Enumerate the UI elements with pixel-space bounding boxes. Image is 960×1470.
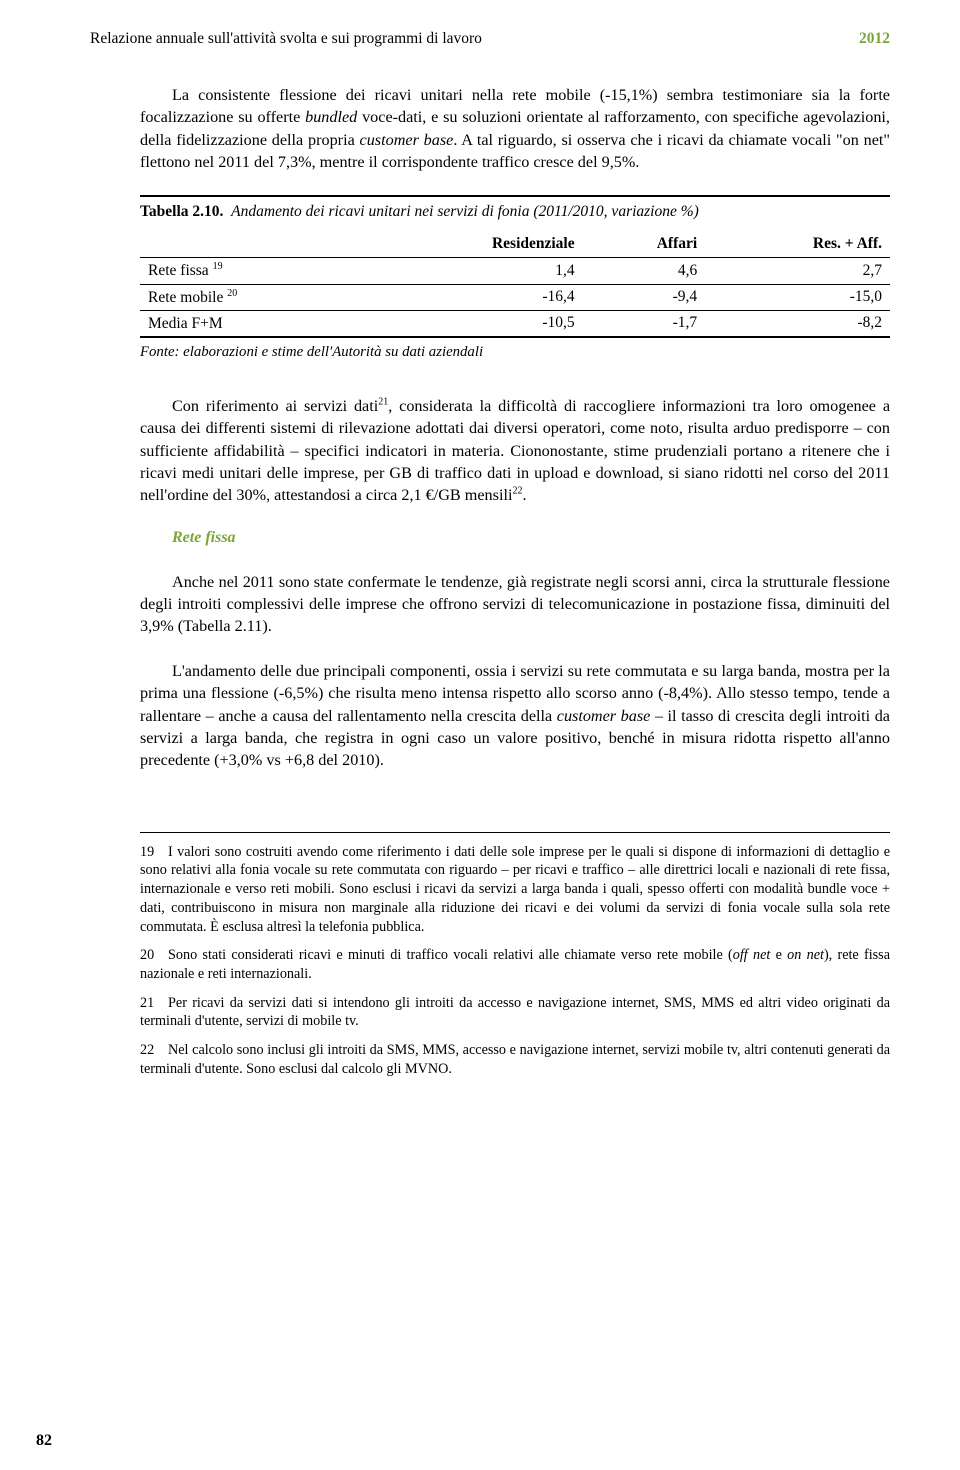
footnote-22: 22Nel calcolo sono inclusi gli introiti …	[90, 1041, 890, 1078]
table-row: Rete fissa 19 1,4 4,6 2,7	[140, 258, 890, 284]
paragraph-4: L'andamento delle due principali compone…	[90, 660, 890, 772]
col-header: Res. + Aff.	[705, 231, 890, 258]
footnote-21: 21Per ricavi da servizi dati si intendon…	[90, 994, 890, 1031]
row-label: Media F+M	[140, 310, 368, 337]
cell: 1,4	[368, 258, 582, 284]
table-caption: Tabella 2.10. Andamento dei ricavi unita…	[140, 195, 890, 231]
col-header	[140, 231, 368, 258]
row-label: Rete mobile 20	[140, 284, 368, 310]
cell: -16,4	[368, 284, 582, 310]
cell: -8,2	[705, 310, 890, 337]
footnote-divider	[140, 832, 890, 833]
table-source: Fonte: elaborazioni e stime dell'Autorit…	[140, 338, 890, 385]
paragraph-2: Con riferimento ai servizi dati21, consi…	[90, 395, 890, 507]
cell: -1,7	[583, 310, 706, 337]
cell: 2,7	[705, 258, 890, 284]
table-2-10: Tabella 2.10. Andamento dei ricavi unita…	[90, 195, 890, 384]
row-label: Rete fissa 19	[140, 258, 368, 284]
cell: -10,5	[368, 310, 582, 337]
col-header: Residenziale	[368, 231, 582, 258]
table-header-row: Residenziale Affari Res. + Aff.	[140, 231, 890, 258]
paragraph-1: La consistente flessione dei ricavi unit…	[90, 84, 890, 173]
table-row: Rete mobile 20 -16,4 -9,4 -15,0	[140, 284, 890, 310]
footnote-19: 19I valori sono costruiti avendo come ri…	[90, 843, 890, 937]
cell: -9,4	[583, 284, 706, 310]
col-header: Affari	[583, 231, 706, 258]
footnote-20: 20Sono stati considerati ricavi e minuti…	[90, 946, 890, 983]
table-row: Media F+M -10,5 -1,7 -8,2	[140, 310, 890, 337]
page-number: 82	[36, 1432, 52, 1450]
cell: -15,0	[705, 284, 890, 310]
page-header: Relazione annuale sull'attività svolta e…	[90, 30, 890, 48]
header-title: Relazione annuale sull'attività svolta e…	[90, 30, 482, 48]
data-table: Residenziale Affari Res. + Aff. Rete fis…	[140, 231, 890, 337]
cell: 4,6	[583, 258, 706, 284]
subheading-rete-fissa: Rete fissa	[90, 529, 890, 547]
paragraph-3: Anche nel 2011 sono state confermate le …	[90, 571, 890, 638]
header-year: 2012	[859, 30, 890, 48]
